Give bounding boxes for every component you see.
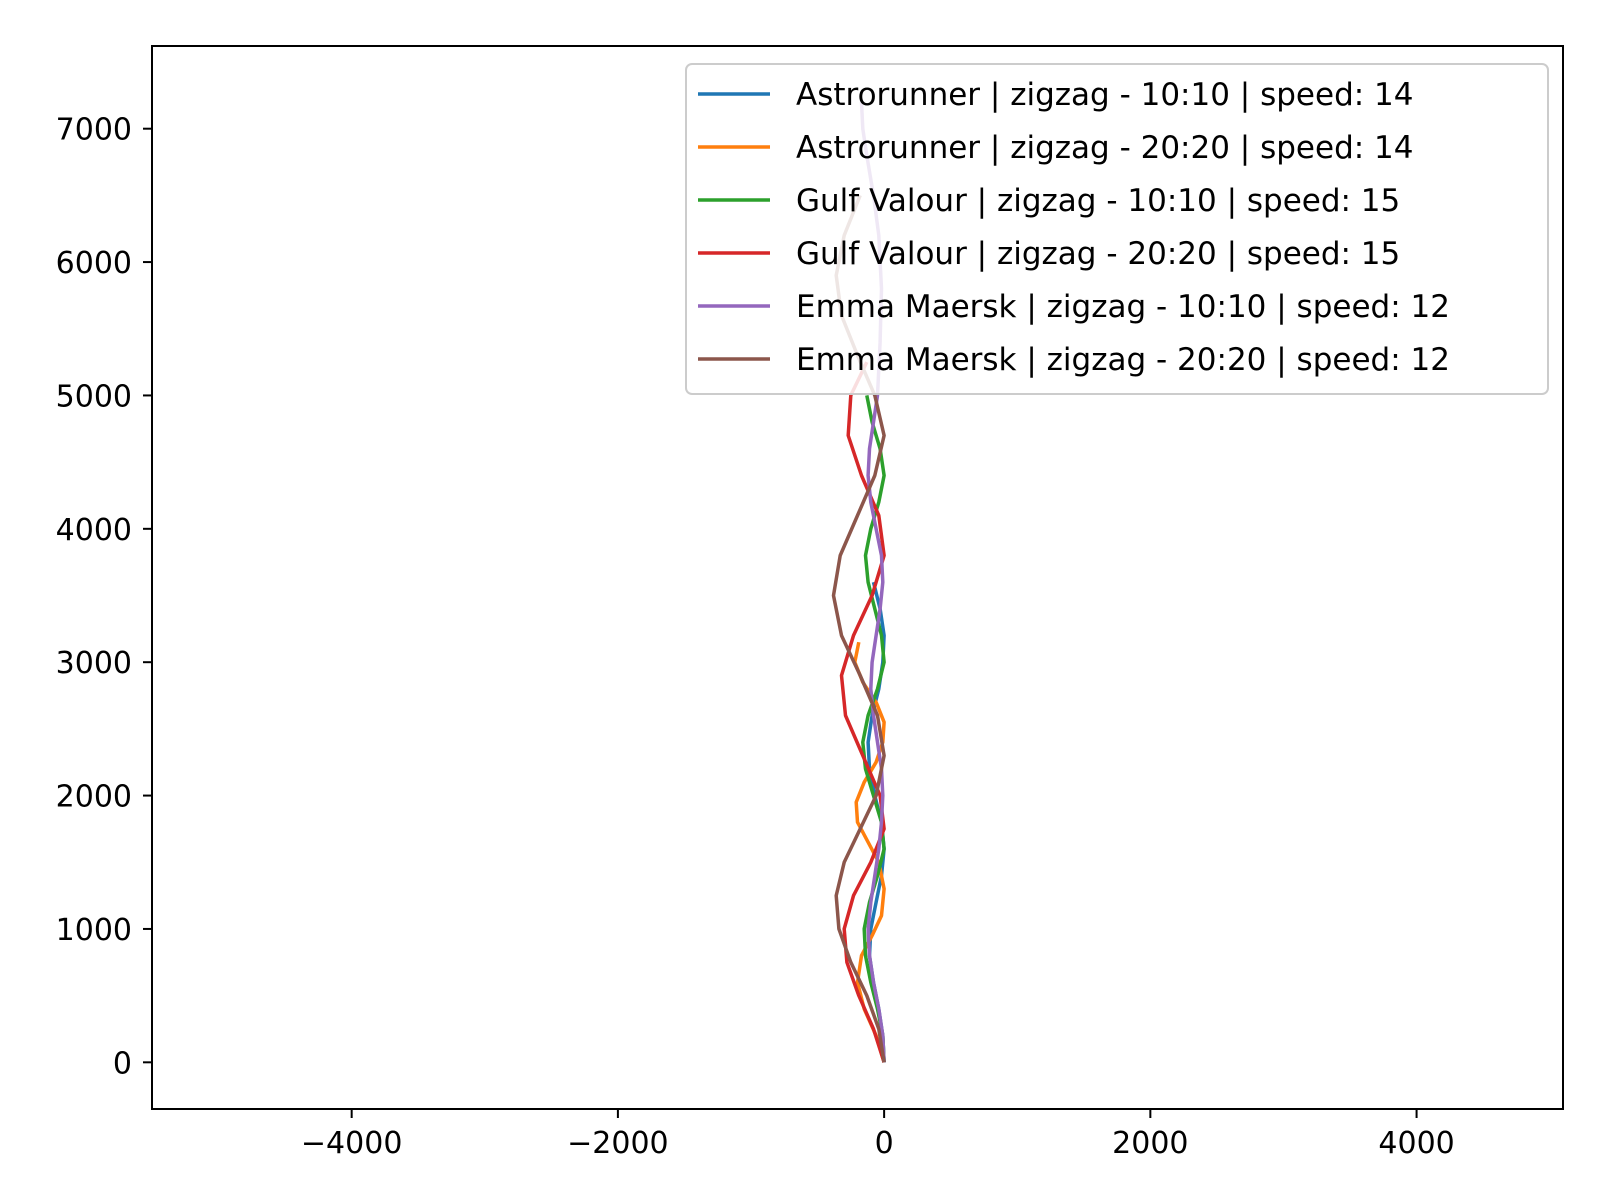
axes: −4000 −2000 0 2000 4000 0 1000 2000 3000 4000 5000…	[56, 113, 1455, 1161]
y-tick-label: 2000	[56, 780, 132, 815]
legend-label: Astrorunner | zigzag - 10:10 | speed: 14	[796, 77, 1414, 113]
series-line-4	[839, 361, 886, 1063]
legend-label: Astrorunner | zigzag - 20:20 | speed: 14	[796, 130, 1414, 166]
legend-label: Emma Maersk | zigzag - 20:20 | speed: 12	[796, 342, 1450, 378]
legend-label: Emma Maersk | zigzag - 10:10 | speed: 12	[796, 289, 1450, 325]
y-tick-label: 4000	[56, 513, 132, 548]
y-tick-label: 1000	[56, 913, 132, 948]
series-line-3	[861, 395, 886, 1063]
legend-label: Gulf Valour | zigzag - 10:10 | speed: 15	[796, 183, 1400, 219]
plot-frame	[151, 45, 1564, 1110]
x-tick-label: 2000	[1112, 1126, 1188, 1161]
legend: Astrorunner | zigzag - 10:10 | speed: 14…	[685, 63, 1549, 395]
legend-label: Gulf Valour | zigzag - 20:20 | speed: 15	[796, 236, 1400, 272]
y-tick-label: 6000	[56, 246, 132, 281]
x-tick-label: 4000	[1378, 1126, 1454, 1161]
y-tick-label: 0	[113, 1046, 132, 1081]
x-tick-label: −4000	[301, 1126, 402, 1161]
x-tick-label: 0	[875, 1126, 894, 1161]
x-tick-label: −2000	[567, 1126, 668, 1161]
y-tick-label: 3000	[56, 646, 132, 681]
legend-box	[685, 63, 1549, 395]
y-tick-label: 5000	[56, 379, 132, 414]
y-tick-label: 7000	[56, 113, 132, 148]
